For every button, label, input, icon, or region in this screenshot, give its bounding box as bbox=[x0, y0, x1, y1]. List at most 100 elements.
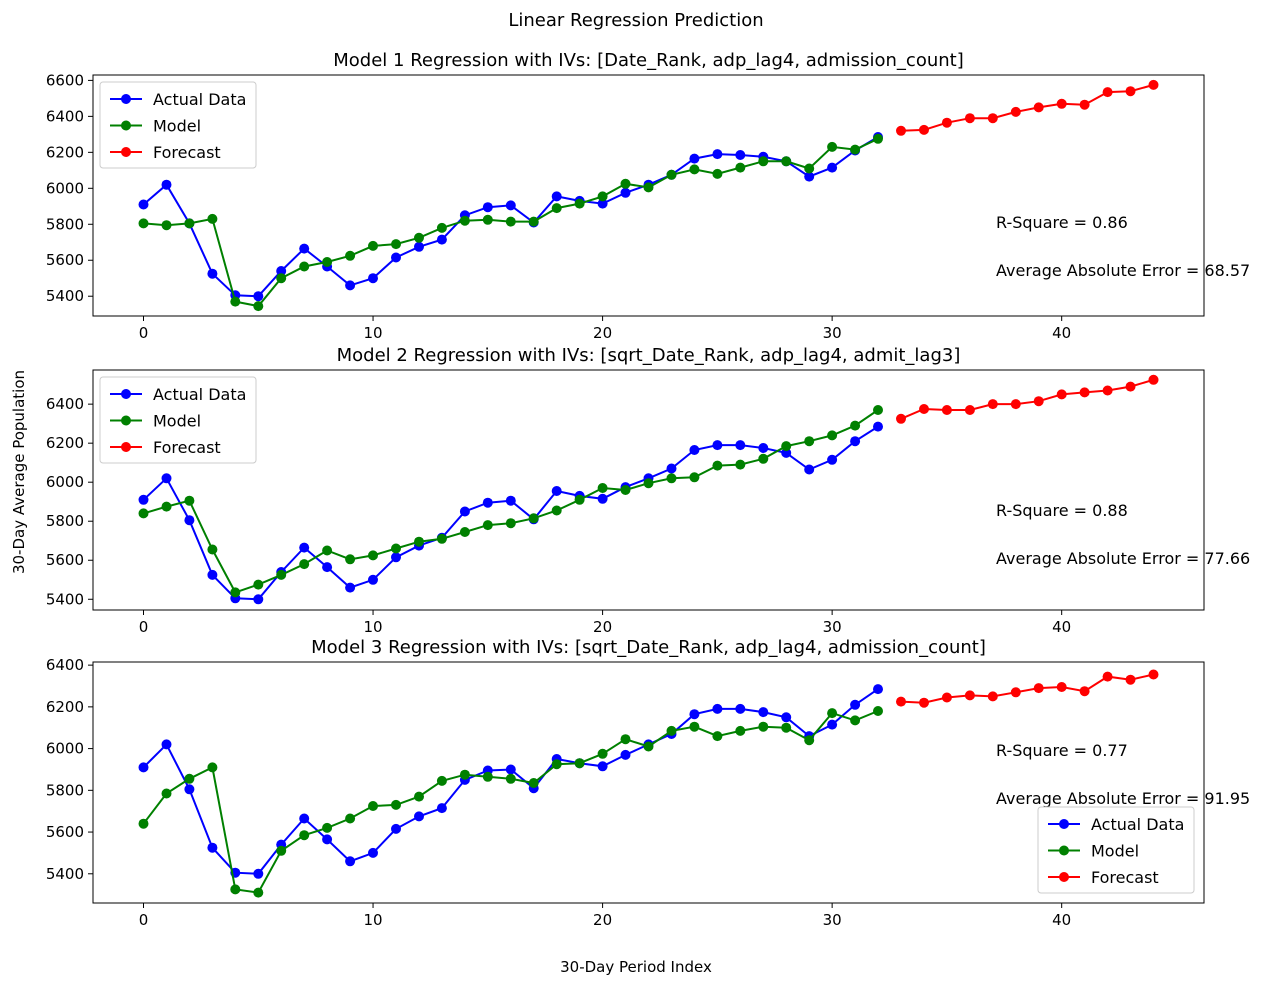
legend-label: Model bbox=[153, 412, 201, 431]
legend-box bbox=[99, 376, 257, 464]
series-forecast bbox=[896, 374, 1159, 424]
data-point bbox=[689, 721, 700, 732]
data-point bbox=[941, 405, 952, 415]
annotation-text: R-Square = 0.88 bbox=[996, 501, 1128, 520]
figure-xlabel: 30-Day Period Index bbox=[560, 958, 712, 976]
data-point bbox=[1033, 102, 1044, 113]
figure-suptitle: Linear Regression Prediction bbox=[508, 10, 763, 31]
data-point bbox=[941, 692, 952, 703]
data-point bbox=[827, 162, 838, 173]
data-point bbox=[919, 404, 929, 414]
data-point bbox=[827, 141, 838, 152]
data-point bbox=[436, 803, 447, 814]
y-tick-label: 5800 bbox=[46, 512, 84, 530]
data-point bbox=[1056, 682, 1067, 692]
data-point bbox=[712, 703, 723, 714]
data-point bbox=[161, 220, 172, 231]
x-tick-label: 0 bbox=[139, 324, 149, 342]
x-tick-label: 10 bbox=[363, 911, 382, 929]
data-point bbox=[322, 257, 333, 267]
data-point bbox=[1079, 686, 1090, 697]
data-point bbox=[391, 552, 401, 563]
legend-marker bbox=[121, 442, 131, 452]
data-point bbox=[253, 594, 264, 605]
data-point bbox=[1010, 399, 1021, 410]
x-tick-label: 20 bbox=[593, 324, 612, 342]
data-point bbox=[368, 801, 378, 811]
data-point bbox=[482, 214, 493, 225]
data-point bbox=[459, 769, 470, 780]
x-tick-label: 0 bbox=[139, 618, 149, 636]
data-point bbox=[414, 241, 424, 252]
data-point bbox=[368, 273, 378, 284]
chart-panel-2: Model 2 Regression with IVs: [sqrt_Date_… bbox=[46, 345, 1250, 636]
data-point bbox=[689, 472, 700, 483]
data-point bbox=[620, 187, 631, 198]
data-point bbox=[1125, 381, 1136, 392]
data-point bbox=[459, 215, 470, 226]
data-point bbox=[1079, 387, 1090, 398]
data-point bbox=[505, 764, 516, 775]
data-point bbox=[299, 559, 310, 570]
data-point bbox=[138, 818, 149, 829]
data-point bbox=[804, 436, 815, 447]
data-point bbox=[138, 199, 149, 210]
legend: Actual Data Model Forecast bbox=[99, 376, 257, 464]
data-point bbox=[1125, 674, 1136, 685]
data-point bbox=[643, 741, 654, 752]
legend-marker bbox=[121, 120, 131, 131]
data-point bbox=[689, 445, 700, 455]
data-point bbox=[299, 261, 310, 272]
x-tick-label: 40 bbox=[1052, 618, 1071, 636]
data-point bbox=[987, 691, 998, 702]
data-point bbox=[276, 569, 287, 580]
data-point bbox=[414, 232, 424, 243]
data-point bbox=[666, 473, 677, 484]
data-point bbox=[620, 485, 631, 495]
data-point bbox=[253, 868, 264, 879]
data-point bbox=[758, 707, 769, 718]
data-point bbox=[299, 830, 310, 841]
data-point bbox=[414, 791, 424, 802]
legend-marker bbox=[121, 94, 131, 104]
data-point bbox=[528, 513, 539, 524]
data-point bbox=[138, 494, 149, 505]
legend-label: Forecast bbox=[153, 143, 221, 162]
data-point bbox=[1010, 106, 1021, 117]
x-tick-label: 40 bbox=[1052, 324, 1071, 342]
data-point bbox=[1102, 87, 1113, 98]
data-point bbox=[299, 243, 310, 254]
data-point bbox=[597, 493, 608, 504]
data-point bbox=[230, 587, 241, 598]
data-point bbox=[161, 473, 172, 484]
data-point bbox=[712, 731, 723, 742]
data-point bbox=[1148, 79, 1159, 90]
data-point bbox=[735, 703, 746, 714]
legend-marker bbox=[121, 389, 131, 399]
data-point bbox=[735, 440, 746, 451]
data-point bbox=[184, 218, 195, 229]
y-tick-label: 6400 bbox=[46, 395, 84, 413]
y-tick-label: 5400 bbox=[46, 590, 84, 608]
y-tick-label: 6000 bbox=[46, 473, 84, 491]
panels: Model 1 Regression with IVs: [Date_Rank,… bbox=[46, 50, 1250, 929]
data-point bbox=[712, 460, 723, 471]
data-point bbox=[597, 748, 608, 759]
data-point bbox=[1010, 687, 1021, 698]
legend-marker bbox=[121, 415, 131, 426]
series-model bbox=[138, 706, 883, 898]
data-point bbox=[1102, 671, 1113, 682]
data-point bbox=[873, 684, 883, 695]
data-point bbox=[368, 240, 378, 251]
data-point bbox=[1056, 389, 1067, 400]
data-point bbox=[666, 725, 677, 736]
data-point bbox=[322, 834, 333, 845]
data-point bbox=[345, 280, 356, 291]
data-point bbox=[436, 775, 447, 786]
data-point bbox=[896, 413, 906, 424]
data-point bbox=[873, 706, 883, 716]
legend-label: Forecast bbox=[153, 438, 221, 457]
data-point bbox=[896, 696, 906, 707]
legend: Actual Data Model Forecast bbox=[99, 81, 257, 169]
